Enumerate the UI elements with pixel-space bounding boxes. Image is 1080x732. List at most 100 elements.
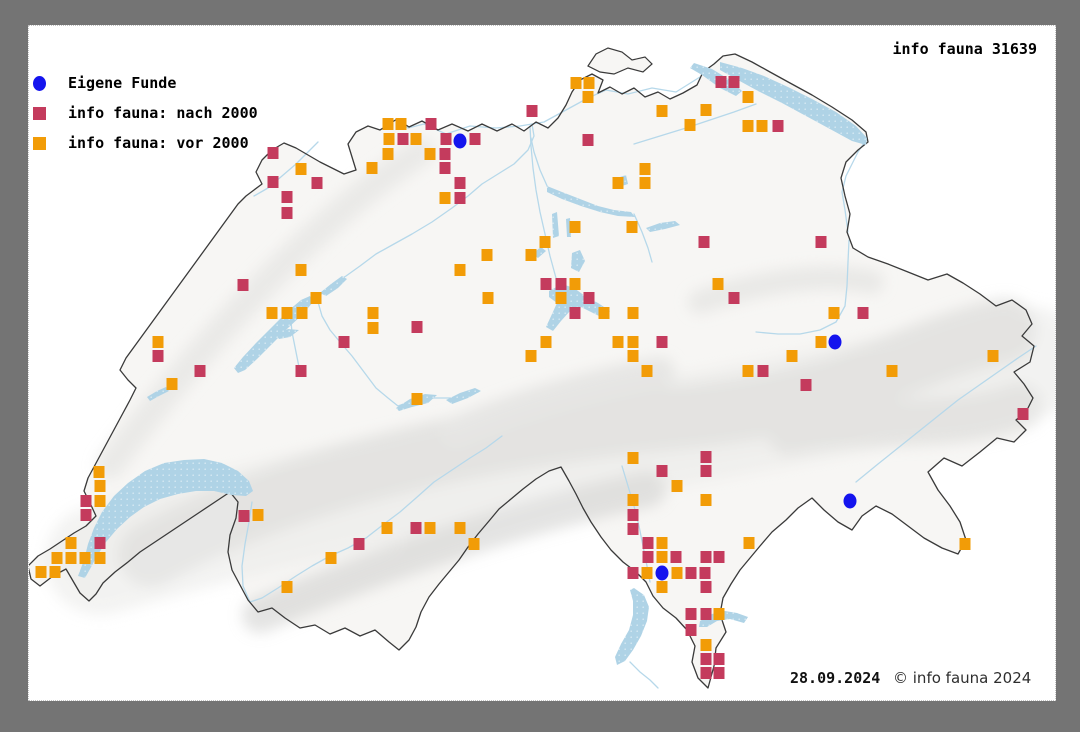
marker-vor-2000 — [640, 163, 651, 175]
marker-vor-2000 — [94, 466, 105, 478]
marker-vor-2000 — [640, 177, 651, 189]
marker-nach-2000 — [455, 177, 466, 189]
marker-nach-2000 — [816, 236, 827, 248]
marker-vor-2000 — [526, 249, 537, 261]
marker-vor-2000 — [701, 104, 712, 116]
marker-nach-2000 — [81, 509, 92, 521]
marker-vor-2000 — [701, 494, 712, 506]
marker-nach-2000 — [714, 667, 725, 679]
marker-nach-2000 — [440, 148, 451, 160]
marker-nach-2000 — [701, 551, 712, 563]
marker-vor-2000 — [816, 336, 827, 348]
marker-nach-2000 — [195, 365, 206, 377]
marker-nach-2000 — [153, 350, 164, 362]
marker-vor-2000 — [383, 148, 394, 160]
marker-vor-2000 — [384, 133, 395, 145]
marker-vor-2000 — [296, 163, 307, 175]
marker-nach-2000 — [686, 567, 697, 579]
marker-nach-2000 — [628, 567, 639, 579]
marker-nach-2000 — [541, 278, 552, 290]
marker-vor-2000 — [743, 120, 754, 132]
marker-vor-2000 — [672, 567, 683, 579]
marker-nach-2000 — [700, 567, 711, 579]
marker-nach-2000 — [701, 465, 712, 477]
marker-nach-2000 — [239, 510, 250, 522]
marker-nach-2000 — [570, 307, 581, 319]
marker-vor-2000 — [66, 552, 77, 564]
marker-nach-2000 — [686, 624, 697, 636]
marker-vor-2000 — [642, 567, 653, 579]
marker-nach-2000 — [671, 551, 682, 563]
marker-nach-2000 — [412, 321, 423, 333]
marker-vor-2000 — [570, 221, 581, 233]
marker-vor-2000 — [556, 292, 567, 304]
marker-vor-2000 — [66, 537, 77, 549]
marker-nach-2000 — [95, 537, 106, 549]
marker-nach-2000 — [657, 465, 668, 477]
marker-nach-2000 — [729, 292, 740, 304]
marker-nach-2000 — [701, 451, 712, 463]
marker-vor-2000 — [411, 133, 422, 145]
marker-vor-2000 — [657, 537, 668, 549]
marker-eigene-funde — [656, 566, 669, 581]
marker-vor-2000 — [455, 264, 466, 276]
marker-nach-2000 — [716, 76, 727, 88]
marker-vor-2000 — [36, 566, 47, 578]
marker-vor-2000 — [599, 307, 610, 319]
marker-vor-2000 — [296, 264, 307, 276]
marker-vor-2000 — [368, 307, 379, 319]
marker-nach-2000 — [628, 509, 639, 521]
marker-nach-2000 — [714, 653, 725, 665]
marker-vor-2000 — [657, 551, 668, 563]
marker-vor-2000 — [787, 350, 798, 362]
marker-vor-2000 — [571, 77, 582, 89]
marker-nach-2000 — [801, 379, 812, 391]
marker-vor-2000 — [440, 192, 451, 204]
marker-nach-2000 — [81, 495, 92, 507]
marker-eigene-funde — [829, 335, 842, 350]
marker-vor-2000 — [701, 639, 712, 651]
marker-vor-2000 — [469, 538, 480, 550]
marker-vor-2000 — [311, 292, 322, 304]
marker-vor-2000 — [627, 221, 638, 233]
marker-vor-2000 — [383, 118, 394, 130]
marker-nach-2000 — [729, 76, 740, 88]
marker-vor-2000 — [988, 350, 999, 362]
marker-vor-2000 — [583, 91, 594, 103]
marker-vor-2000 — [613, 177, 624, 189]
marker-vor-2000 — [425, 522, 436, 534]
marker-vor-2000 — [483, 292, 494, 304]
marker-vor-2000 — [50, 566, 61, 578]
marker-nach-2000 — [583, 134, 594, 146]
marker-nach-2000 — [628, 523, 639, 535]
marker-vor-2000 — [584, 77, 595, 89]
marker-nach-2000 — [426, 118, 437, 130]
marker-nach-2000 — [440, 162, 451, 174]
marker-vor-2000 — [657, 105, 668, 117]
marker-vor-2000 — [267, 307, 278, 319]
marker-nach-2000 — [657, 336, 668, 348]
marker-vor-2000 — [526, 350, 537, 362]
marker-nach-2000 — [268, 147, 279, 159]
marker-vor-2000 — [167, 378, 178, 390]
marker-eigene-funde — [454, 134, 467, 149]
marker-nach-2000 — [714, 551, 725, 563]
marker-vor-2000 — [960, 538, 971, 550]
marker-nach-2000 — [282, 207, 293, 219]
marker-vor-2000 — [829, 307, 840, 319]
marker-nach-2000 — [455, 192, 466, 204]
marker-nach-2000 — [1018, 408, 1029, 420]
marker-vor-2000 — [282, 581, 293, 593]
marker-vor-2000 — [282, 307, 293, 319]
marker-nach-2000 — [282, 191, 293, 203]
marker-nach-2000 — [411, 522, 422, 534]
marker-vor-2000 — [396, 118, 407, 130]
marker-nach-2000 — [686, 608, 697, 620]
marker-nach-2000 — [584, 292, 595, 304]
marker-vor-2000 — [713, 278, 724, 290]
marker-vor-2000 — [326, 552, 337, 564]
marker-vor-2000 — [757, 120, 768, 132]
marker-nach-2000 — [339, 336, 350, 348]
